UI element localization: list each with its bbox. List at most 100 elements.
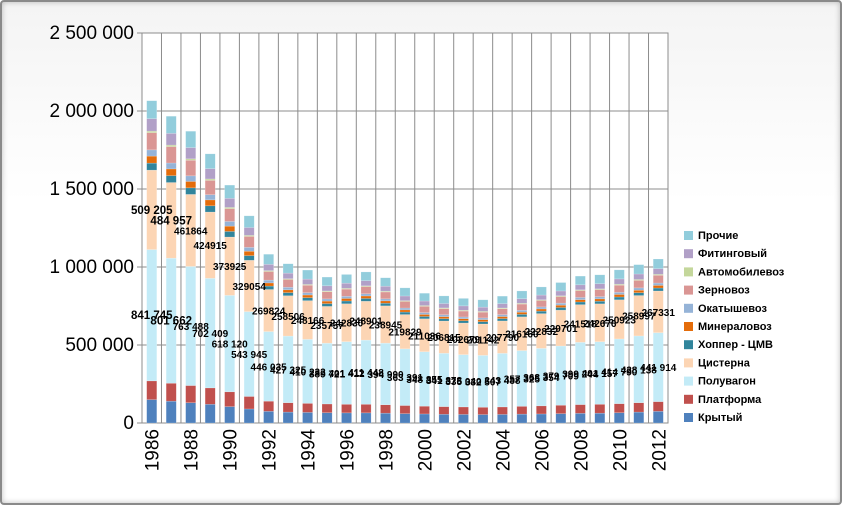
bar-segment	[302, 269, 313, 280]
bar-segment	[204, 194, 216, 201]
bar-segment	[243, 255, 255, 261]
bar-segment	[458, 316, 469, 319]
bar-segment	[497, 414, 508, 424]
x-tick-label: 2002	[454, 429, 475, 471]
x-tick-label: 2008	[571, 429, 592, 471]
bar-segment	[185, 130, 197, 148]
bar-segment	[282, 289, 294, 293]
bar-segment	[419, 405, 430, 415]
data-label: 618 120	[212, 340, 249, 351]
bar-segment	[613, 283, 625, 286]
data-label: 248166	[291, 316, 325, 327]
bar-segment	[536, 286, 547, 296]
data-label: 379 709	[543, 372, 580, 383]
y-tick-label: 500 000	[65, 335, 134, 356]
x-tick-label: 1994	[299, 429, 320, 472]
bar-segment	[165, 146, 177, 164]
bar-segment	[633, 402, 645, 413]
bar-segment	[555, 304, 567, 308]
bar-segment	[302, 294, 313, 298]
legend-label: Окатышевоз	[698, 303, 767, 315]
bar-segment	[516, 311, 528, 315]
bar-segment	[613, 284, 625, 293]
bar-segment	[243, 247, 255, 252]
bar-segment	[165, 257, 177, 384]
bar-segment	[341, 412, 352, 424]
data-label: 801 662	[150, 316, 192, 328]
bar-segment	[575, 301, 586, 305]
legend-label: Прочие	[698, 230, 738, 242]
data-label: 702 409	[192, 329, 229, 340]
data-label: 219829	[388, 328, 422, 339]
bar-segment	[282, 411, 294, 424]
bar-segment	[399, 405, 411, 414]
bar-segment	[516, 303, 528, 311]
bar-segment	[360, 286, 372, 295]
bar-segment	[477, 414, 489, 424]
bar-segment	[652, 274, 664, 284]
data-label: 348 855	[406, 375, 443, 386]
legend-label: Минераловоз	[698, 321, 772, 333]
bar-segment	[302, 278, 313, 285]
bar-segment	[613, 269, 625, 280]
bar-segment	[652, 287, 664, 292]
data-label: 206815	[427, 333, 461, 344]
bar-segment	[438, 303, 450, 309]
legend-label: Автомобилевоз	[698, 266, 785, 278]
bar-segment	[204, 168, 216, 180]
bar-segment	[477, 319, 489, 322]
bar-segment	[458, 414, 469, 424]
data-label: 201142	[467, 336, 500, 347]
bar-segment	[438, 314, 450, 317]
y-tick-label: 1 500 000	[49, 179, 134, 200]
x-tick-label: 1996	[338, 429, 359, 471]
bar-segment	[536, 306, 547, 310]
bar-segment	[555, 404, 567, 414]
bar-segment	[360, 293, 372, 297]
data-label: 401 412	[328, 369, 365, 380]
bar-segment	[399, 287, 411, 297]
bar-segment	[555, 413, 567, 424]
legend-swatch	[684, 322, 693, 331]
legend-swatch	[684, 358, 693, 368]
data-label: 267331	[642, 308, 676, 319]
legend-swatch	[684, 394, 693, 404]
bar-segment	[380, 285, 391, 292]
data-label: 258997	[622, 312, 656, 323]
bar-segment	[419, 305, 430, 307]
bar-segment	[185, 181, 197, 189]
bar-segment	[497, 303, 508, 309]
data-label: 509 205	[131, 205, 173, 217]
bar-segment	[302, 284, 313, 293]
bar-segment	[613, 412, 625, 424]
bar-segment	[652, 268, 664, 275]
bar-segment	[341, 404, 352, 414]
legend-swatch	[684, 249, 693, 259]
bar-segment	[497, 308, 508, 315]
legend-label: Цистерна	[698, 357, 751, 369]
bar-segment	[399, 309, 411, 313]
bar-segment	[185, 187, 197, 195]
bar-segment	[536, 294, 547, 300]
bar-segment	[165, 382, 177, 402]
bar-segment	[419, 316, 430, 320]
bar-segment	[613, 292, 625, 295]
bar-segment	[146, 100, 158, 119]
data-label: 235757	[310, 321, 344, 332]
bar-segment	[594, 404, 606, 414]
bar-segment	[594, 300, 606, 305]
bar-segment	[360, 412, 372, 424]
legend-swatch	[684, 376, 693, 386]
data-label: 248901	[349, 317, 383, 328]
bar-segment	[497, 406, 508, 415]
legend-label: Платформа	[698, 394, 762, 406]
data-label: 258506	[271, 312, 305, 323]
bar-segment	[263, 411, 274, 424]
y-tick-label: 2 500 000	[49, 23, 134, 44]
bar-segment	[321, 300, 333, 304]
x-tick-label: 2000	[415, 429, 436, 471]
bar-segment	[633, 280, 645, 289]
bar-segment	[224, 184, 235, 199]
data-label: 335 040	[445, 377, 482, 388]
bar-segment	[341, 296, 352, 299]
